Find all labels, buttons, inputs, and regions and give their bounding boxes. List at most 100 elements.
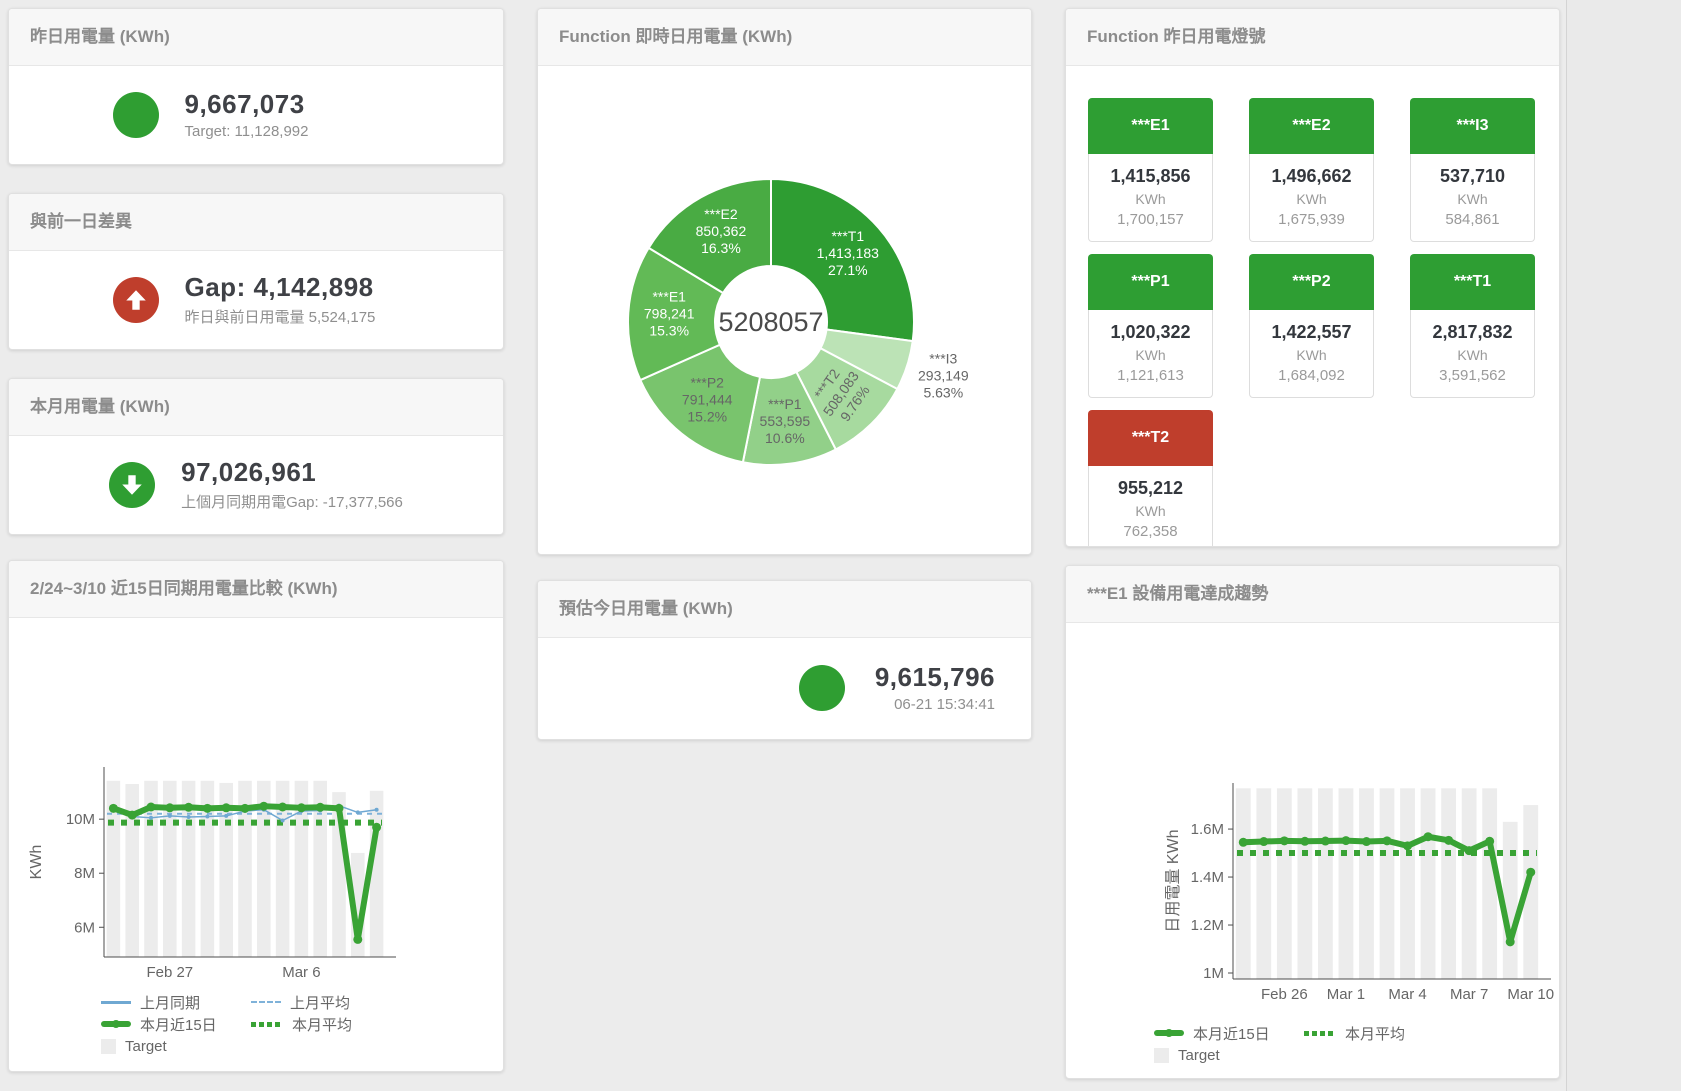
light-tile-label: ***P1	[1088, 254, 1213, 310]
kpi-timestamp: 06-21 15:34:41	[894, 696, 995, 713]
line-marker	[1403, 841, 1413, 851]
legend-label: 本月近15日	[140, 1016, 217, 1034]
line-marker	[240, 803, 250, 813]
line-marker	[167, 813, 172, 818]
light-tile: ***E1 1,415,856 KWh 1,700,157	[1088, 98, 1213, 242]
target-bar[interactable]	[1441, 788, 1456, 979]
card-title: 與前一日差異	[9, 194, 503, 251]
e1-trend-chart[interactable]: 1M 1.2M 1.4M 1.6M Feb 26 Mar 1 Mar 4 Mar 7 Mar 1…	[1066, 623, 1557, 1011]
y-tick-label: 1.4M	[1191, 869, 1224, 886]
card-title: Function 昨日用電燈號	[1066, 9, 1559, 66]
kpi-value: 9,615,796	[874, 662, 995, 692]
card-realtime-donut: Function 即時日用電量 (KWh) ***T1 1,413,183 27.1…	[537, 8, 1032, 555]
target-bar[interactable]	[1359, 788, 1374, 979]
light-tile: ***I3 537,710 KWh 584,861	[1410, 98, 1535, 242]
light-tile-value: 1,422,557	[1271, 322, 1352, 342]
target-bar[interactable]	[1379, 788, 1395, 979]
line-marker	[1300, 836, 1310, 846]
donut-slice[interactable]	[638, 343, 762, 464]
card-e1-trend-chart: ***E1 設備用電達成趨勢 1M 1.2M 1.4M 1.6M Feb 26 Mar 1…	[1065, 565, 1560, 1079]
legend-item[interactable]: Target	[101, 1038, 251, 1055]
realtime-donut-chart[interactable]: ***T1 1,413,183 27.1% ***I3 293,149 5.63% ***T…	[538, 66, 1031, 551]
light-tile-unit: KWh	[1135, 347, 1166, 363]
x-tick-label: Mar 7	[1450, 986, 1488, 1003]
x-tick-label: Mar 6	[282, 964, 320, 980]
thick-swatch-icon	[101, 1020, 131, 1028]
line-marker	[1505, 937, 1515, 947]
target-bar[interactable]	[1235, 788, 1251, 979]
light-tile-unit: KWh	[1457, 191, 1488, 207]
compare-chart[interactable]: 6M 8M 10M Feb 27 Mar 6 KWh	[9, 618, 501, 981]
legend-label: 本月平均	[1345, 1025, 1406, 1043]
target-bar[interactable]	[1256, 788, 1272, 979]
x-tick-label: Mar 1	[1327, 986, 1365, 1003]
line-marker	[127, 810, 137, 820]
line-marker	[374, 807, 379, 812]
light-tile-value: 1,020,322	[1110, 322, 1191, 342]
light-tile: ***T2 955,212 KWh 762,358	[1088, 410, 1213, 546]
donut-slice-label: ***T1 1,413,183 27.1%	[817, 228, 879, 278]
target-bar[interactable]	[1276, 788, 1292, 979]
legend-label: 本月平均	[292, 1016, 353, 1034]
legend-item[interactable]: 本月近15日	[101, 1014, 251, 1035]
legend-item[interactable]: 上月同期	[101, 992, 251, 1013]
light-tile-value: 1,415,856	[1110, 166, 1191, 186]
target-bar[interactable]	[125, 784, 139, 957]
light-tile-target: 762,358	[1123, 523, 1178, 540]
legend-label: Target	[125, 1037, 167, 1055]
status-circle-green	[112, 91, 159, 138]
target-bar[interactable]	[1420, 788, 1436, 979]
light-tile-target: 1,700,157	[1117, 211, 1184, 228]
target-bar[interactable]	[219, 782, 233, 957]
dash-swatch-icon	[251, 1001, 281, 1003]
target-bar[interactable]	[1482, 788, 1498, 979]
line-marker	[315, 802, 325, 812]
target-bar[interactable]	[1461, 788, 1477, 979]
line-marker	[1361, 837, 1371, 847]
light-tile-label: ***E1	[1088, 98, 1213, 154]
donut-slice[interactable]	[647, 177, 772, 295]
donut-slice-label: ***I3 293,149 5.63%	[918, 350, 969, 400]
donut-slice[interactable]	[627, 246, 725, 382]
light-tile: ***E2 1,496,662 KWh 1,675,939	[1249, 98, 1374, 242]
light-tile-unit: KWh	[1135, 503, 1166, 519]
light-tile-unit: KWh	[1135, 191, 1166, 207]
legend-item[interactable]: Target	[1154, 1047, 1304, 1064]
legend-label: 上月同期	[140, 994, 201, 1012]
target-bar[interactable]	[1297, 788, 1313, 979]
card-compare-chart: 2/24~3/10 近15日同期用電量比較 (KWh) 6M 8M 10M Feb 2…	[8, 560, 504, 1072]
light-tile-label: ***E2	[1249, 98, 1374, 154]
line-marker	[353, 934, 363, 944]
line-marker	[202, 803, 212, 813]
target-bar[interactable]	[369, 790, 384, 957]
line-marker	[1238, 837, 1248, 847]
legend-item[interactable]: 本月平均	[251, 1014, 401, 1035]
target-bar[interactable]	[1318, 788, 1333, 979]
target-bar[interactable]	[1400, 788, 1415, 979]
target-bar[interactable]	[1338, 788, 1354, 979]
line-marker	[1279, 836, 1289, 846]
legend-item[interactable]: 上月平均	[251, 992, 401, 1013]
line-marker	[165, 803, 175, 813]
line-marker	[1526, 867, 1536, 877]
light-tile-target: 1,121,613	[1117, 367, 1184, 384]
light-tile-target: 1,684,092	[1278, 367, 1345, 384]
light-tile: ***P2 1,422,557 KWh 1,684,092	[1249, 254, 1374, 398]
dots-swatch-icon	[251, 1021, 283, 1027]
donut-slice-label: ***E1 798,241 15.3%	[644, 289, 695, 339]
donut-slice-label: ***E2 850,362 16.3%	[696, 206, 747, 256]
y-tick-label: 1M	[1203, 965, 1224, 982]
kpi-subtitle: Target: 11,128,992	[184, 123, 309, 140]
light-tile-target: 1,675,939	[1278, 211, 1345, 228]
donut-slice[interactable]	[770, 177, 915, 343]
card-yesterday-lights: Function 昨日用電燈號 ***E1 1,415,856 KWh 1,700,1…	[1065, 8, 1560, 547]
legend-item[interactable]: 本月近15日	[1154, 1023, 1304, 1044]
y-tick-label: 8M	[74, 865, 95, 882]
line-marker	[108, 803, 118, 813]
target-bar[interactable]	[1502, 821, 1518, 979]
light-tile-value: 537,710	[1439, 166, 1506, 186]
donut-center-total: 5208057	[718, 307, 823, 337]
legend-item[interactable]: 本月平均	[1304, 1023, 1454, 1044]
kpi-subtitle: 昨日與前日用電量 5,524,175	[184, 309, 376, 326]
target-bar[interactable]	[1523, 805, 1539, 979]
